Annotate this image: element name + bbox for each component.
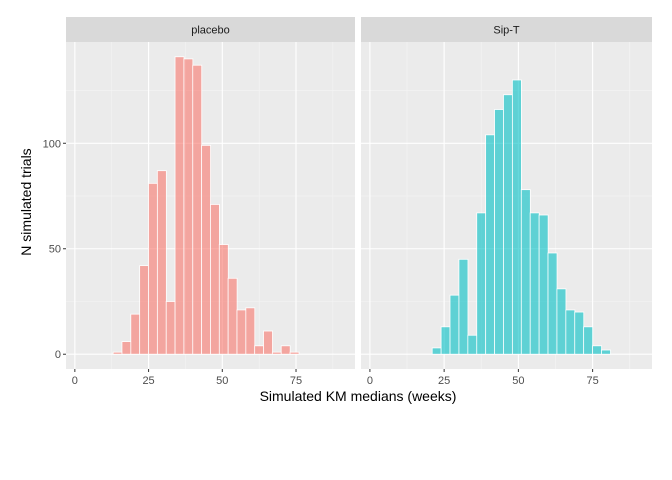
facet-strip — [66, 17, 355, 42]
y-tick-label: 50 — [49, 244, 61, 256]
histogram-bar — [547, 252, 558, 355]
histogram-bar — [183, 58, 194, 355]
panel-sip-t: Sip-T 0 25 50 75 — [361, 17, 652, 387]
histogram-bar — [583, 326, 594, 355]
histogram-bar — [201, 144, 211, 355]
histogram-bar — [529, 212, 540, 355]
histogram-bar — [192, 64, 203, 355]
histogram-bar — [520, 189, 531, 355]
x-tick-label: 50 — [216, 375, 228, 387]
histogram-bar — [592, 345, 602, 355]
histogram-bar — [254, 345, 265, 355]
histogram-bar — [485, 134, 496, 355]
histogram-bar — [218, 244, 229, 355]
y-axis-title: N simulated trials — [18, 148, 34, 255]
histogram-bar — [156, 170, 167, 355]
histogram-bar — [245, 307, 256, 355]
facet-label: Sip-T — [493, 25, 520, 37]
histogram-bar — [440, 326, 451, 355]
facet-strip — [361, 17, 652, 42]
histogram-bar — [503, 94, 513, 355]
histogram-bar — [467, 334, 478, 355]
x-tick-label: 0 — [72, 375, 78, 387]
histogram-bar — [148, 182, 158, 355]
histogram-bar — [165, 301, 176, 355]
histogram-bar — [494, 109, 505, 355]
histogram-bar — [174, 56, 185, 355]
x-tick-label: 75 — [586, 375, 598, 387]
histogram-bar — [227, 277, 238, 355]
histogram-bar — [139, 265, 150, 355]
histogram-bar — [121, 341, 132, 355]
y-tick-label: 0 — [55, 349, 61, 361]
histogram-bar — [574, 311, 585, 355]
histogram-bar — [280, 345, 291, 355]
x-tick-label: 25 — [142, 375, 154, 387]
x-tick-label: 75 — [290, 375, 302, 387]
histogram-bar — [556, 288, 567, 355]
y-tick-label: 100 — [43, 138, 61, 150]
histogram-bar — [112, 351, 123, 355]
histogram-bar — [130, 313, 141, 355]
histogram-bar — [289, 351, 300, 355]
histogram-bar — [601, 349, 611, 355]
x-tick-label: 0 — [367, 375, 373, 387]
histogram-bar — [263, 330, 273, 355]
histogram-bar — [210, 204, 220, 355]
x-tick-label: 50 — [512, 375, 524, 387]
x-tick-label: 25 — [438, 375, 450, 387]
histogram-bar — [236, 309, 247, 355]
histogram-bar — [538, 214, 549, 355]
histogram-bar — [511, 79, 522, 355]
histogram-bar — [476, 212, 487, 355]
y-axis: 0 50 100 — [43, 138, 66, 361]
histogram-bar — [565, 309, 576, 355]
histogram-bar — [458, 258, 469, 355]
histogram-bar — [431, 347, 442, 355]
histogram-bar — [271, 351, 282, 355]
histogram-bar — [449, 294, 460, 355]
facet-label: placebo — [191, 25, 230, 37]
panel-placebo: placebo 0 25 50 75 — [66, 17, 355, 387]
facet-panels: placebo 0 25 50 75 Sip-T 0 25 50 75 — [66, 17, 652, 387]
x-axis-title: Simulated KM medians (weeks) — [260, 388, 457, 404]
